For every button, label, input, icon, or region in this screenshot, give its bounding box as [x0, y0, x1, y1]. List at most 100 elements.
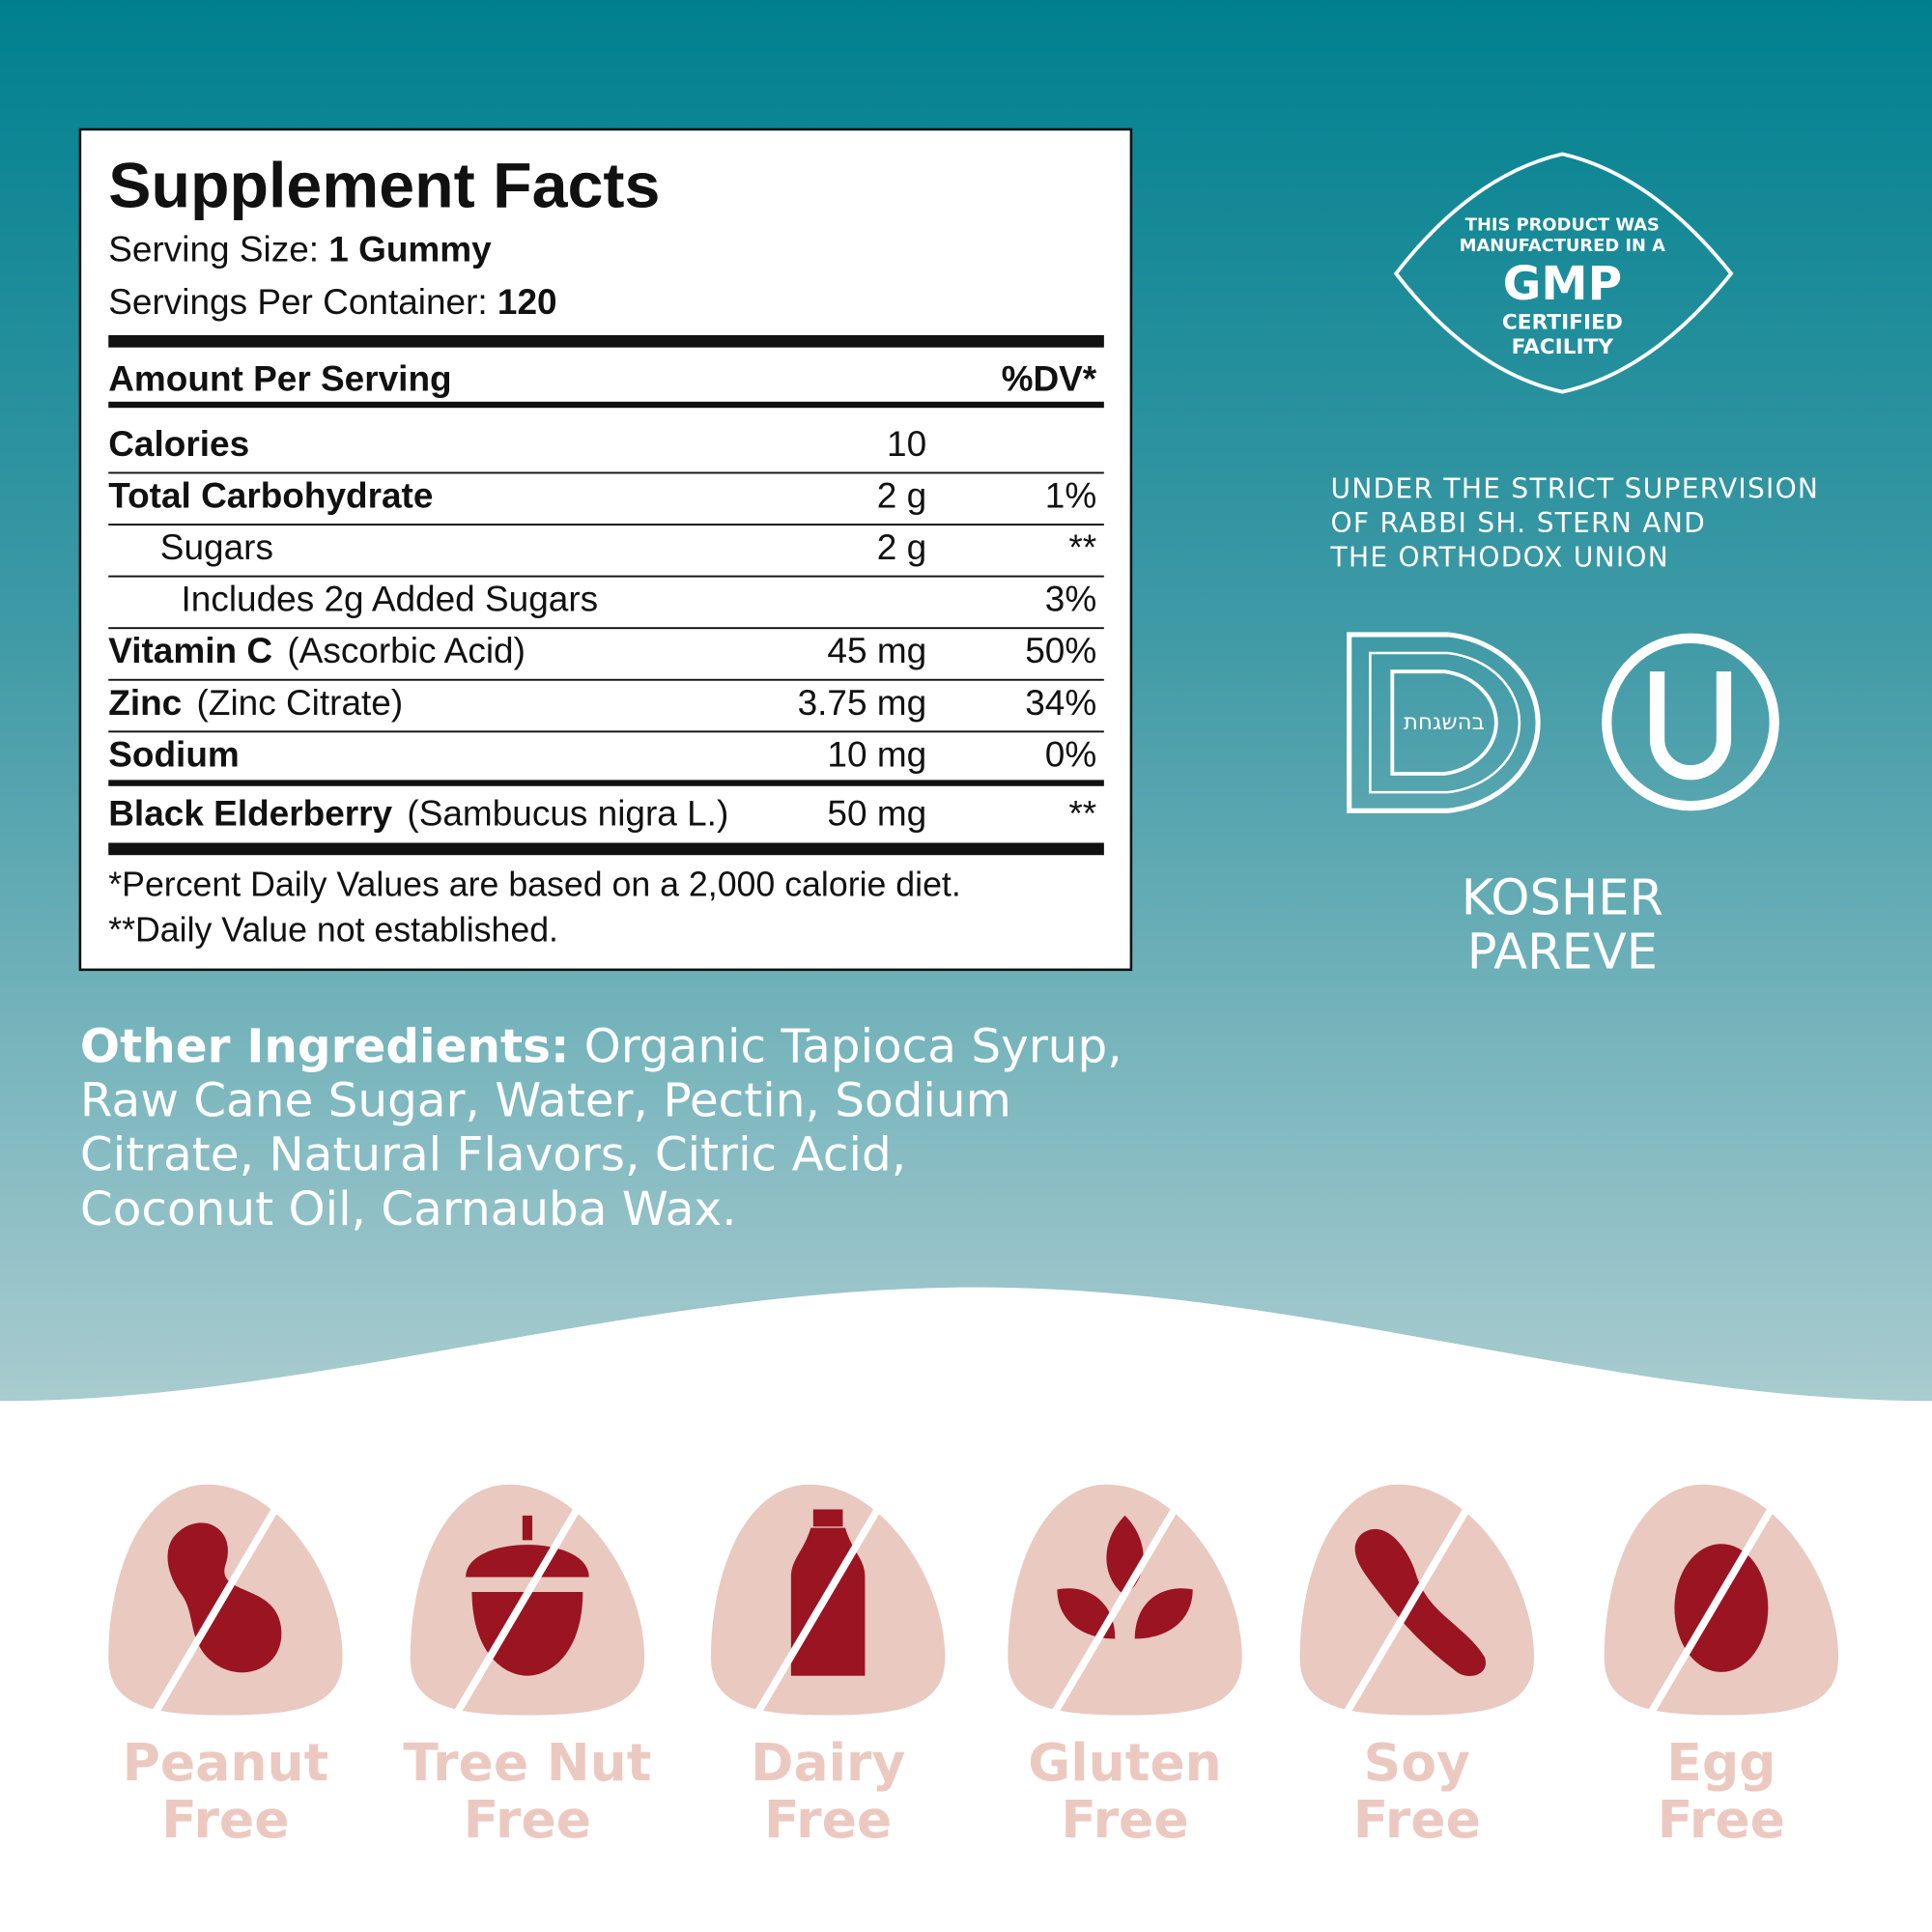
amount: 10 [887, 424, 926, 464]
allergen-label: Peanut [123, 1732, 329, 1793]
nutrient-name: Includes 2g Added Sugars [182, 580, 599, 619]
allergen-label: Gluten [1028, 1732, 1222, 1793]
ingredients-line: Citrate, Natural Flavors, Citric Acid, [80, 1128, 906, 1182]
allergen-label: Tree Nut [403, 1732, 651, 1793]
allergen-badge [410, 1476, 645, 1721]
kosher-text: PAREVE [1467, 924, 1658, 981]
nutrient-detail: (Ascorbic Acid) [287, 631, 526, 670]
rule [108, 471, 1104, 474]
nutrient-name: Sodium [108, 734, 240, 774]
amount: 3.75 mg [798, 683, 927, 723]
footnote: **Daily Value not established. [108, 910, 558, 949]
rule [108, 524, 1104, 526]
ou-letter [1649, 671, 1732, 781]
rule [108, 842, 1104, 856]
facts-panel [78, 128, 1133, 972]
gmp-text: GMP [1503, 257, 1623, 311]
serving-size-value: 1 Gummy [328, 229, 492, 269]
allergen-icon [1354, 1528, 1486, 1676]
allergen-label: Egg [1666, 1732, 1776, 1793]
rule [108, 575, 1104, 578]
amount: 2 g [877, 527, 926, 567]
supervision-text: UNDER THE STRICT SUPERVISION [1331, 472, 1820, 504]
amount: 2 g [877, 476, 926, 516]
nutrient: Includes 2g Added Sugars [182, 580, 599, 619]
nutrient-name: Vitamin C (Ascorbic Acid) [108, 631, 526, 670]
rule [108, 678, 1104, 681]
servings-label: Servings Per Container: [108, 282, 487, 322]
nutrient: Black Elderberry [108, 794, 392, 834]
nutrient-name: Sugars [160, 527, 273, 567]
kosher-seal [1347, 632, 1541, 813]
facts-title: Supplement Facts [108, 150, 660, 221]
allergen-label: Dairy [751, 1732, 905, 1793]
nutrient-name: Total Carbohydrate [108, 476, 433, 516]
nutrient-detail: (Sambucus nigra L.) [407, 794, 728, 834]
strike-line [751, 1476, 899, 1721]
daily-value: 3% [1045, 580, 1096, 619]
allergen-badge [710, 1476, 946, 1721]
ingredients-text: Citrate, Natural Flavors, Citric Acid, [80, 1128, 906, 1182]
amount: 50 mg [827, 794, 926, 834]
nutrient: Calories [108, 424, 249, 464]
seal-text: בהשגחת [1404, 710, 1485, 735]
nutrient: Total Carbohydrate [108, 476, 433, 516]
allergen-label: Free [1061, 1789, 1188, 1850]
footnote: *Percent Daily Values are based on a 2,0… [108, 865, 961, 903]
servings: Servings Per Container: 120 [108, 282, 556, 322]
rule [108, 780, 1104, 786]
rule [108, 334, 1104, 348]
ingredients-line: Other Ingredients: Organic Tapioca Syrup, [80, 1019, 1122, 1073]
nutrient-name: Zinc (Zinc Citrate) [108, 683, 403, 723]
allergen-label: Free [161, 1789, 289, 1850]
amount: 10 mg [827, 734, 926, 774]
ingredients-label: Other Ingredients: [80, 1019, 569, 1073]
ingredients-line: Coconut Oil, Carnauba Wax. [80, 1182, 737, 1236]
nutrient: Zinc [108, 683, 182, 723]
strike-line [450, 1476, 599, 1721]
amount: 45 mg [827, 631, 926, 670]
strike-line [1644, 1476, 1793, 1721]
amount-header: Amount Per Serving [108, 358, 451, 398]
allergen-icons [108, 1476, 1839, 1721]
gmp-text: MANUFACTURED IN A [1460, 236, 1665, 256]
rule [108, 401, 1104, 409]
ingredients-line: Raw Cane Sugar, Water, Pectin, Sodium [80, 1074, 1011, 1128]
dv-header: %DV* [1002, 358, 1097, 398]
allergen-badge [108, 1476, 343, 1721]
gmp-text: THIS PRODUCT WAS [1465, 215, 1660, 236]
allergen-icon [466, 1515, 589, 1676]
allergen-badge [1008, 1476, 1242, 1721]
nutrient: Vitamin C [108, 631, 272, 670]
ingredients-text: Raw Cane Sugar, Water, Pectin, Sodium [80, 1074, 1011, 1128]
ingredients-text: Organic Tapioca Syrup, [584, 1019, 1122, 1073]
nutrient: Sodium [108, 734, 240, 774]
allergen-label: Free [1658, 1789, 1785, 1850]
supervision-text: THE ORTHODOX UNION [1330, 542, 1669, 574]
nutrient-name: Black Elderberry (Sambucus nigra L.) [108, 794, 728, 834]
gmp-badge [1393, 152, 1734, 394]
allergen-badge [1604, 1476, 1839, 1721]
serving-size: Serving Size: 1 Gummy [108, 229, 492, 269]
supervision-text: OF RABBI SH. STERN AND [1331, 507, 1706, 539]
allergen-label: Free [764, 1789, 892, 1850]
allergen-badge [1299, 1476, 1535, 1721]
nutrient-name: Calories [108, 424, 249, 464]
nutrient-detail: (Zinc Citrate) [197, 683, 404, 723]
allergen-label: Free [1353, 1789, 1481, 1850]
strike-line [1047, 1476, 1196, 1721]
daily-value: 50% [1025, 631, 1096, 670]
daily-value: ** [1068, 527, 1096, 567]
gmp-text: FACILITY [1512, 335, 1614, 359]
servings-value: 120 [497, 282, 557, 322]
strike-line [148, 1476, 297, 1721]
ou-logo [1602, 633, 1779, 811]
daily-value: 0% [1045, 734, 1096, 774]
rule [108, 627, 1104, 630]
gmp-text: CERTIFIED [1502, 311, 1623, 335]
serving-size-label: Serving Size: [108, 229, 319, 269]
wave [0, 1287, 1932, 1932]
daily-value: ** [1068, 794, 1096, 834]
